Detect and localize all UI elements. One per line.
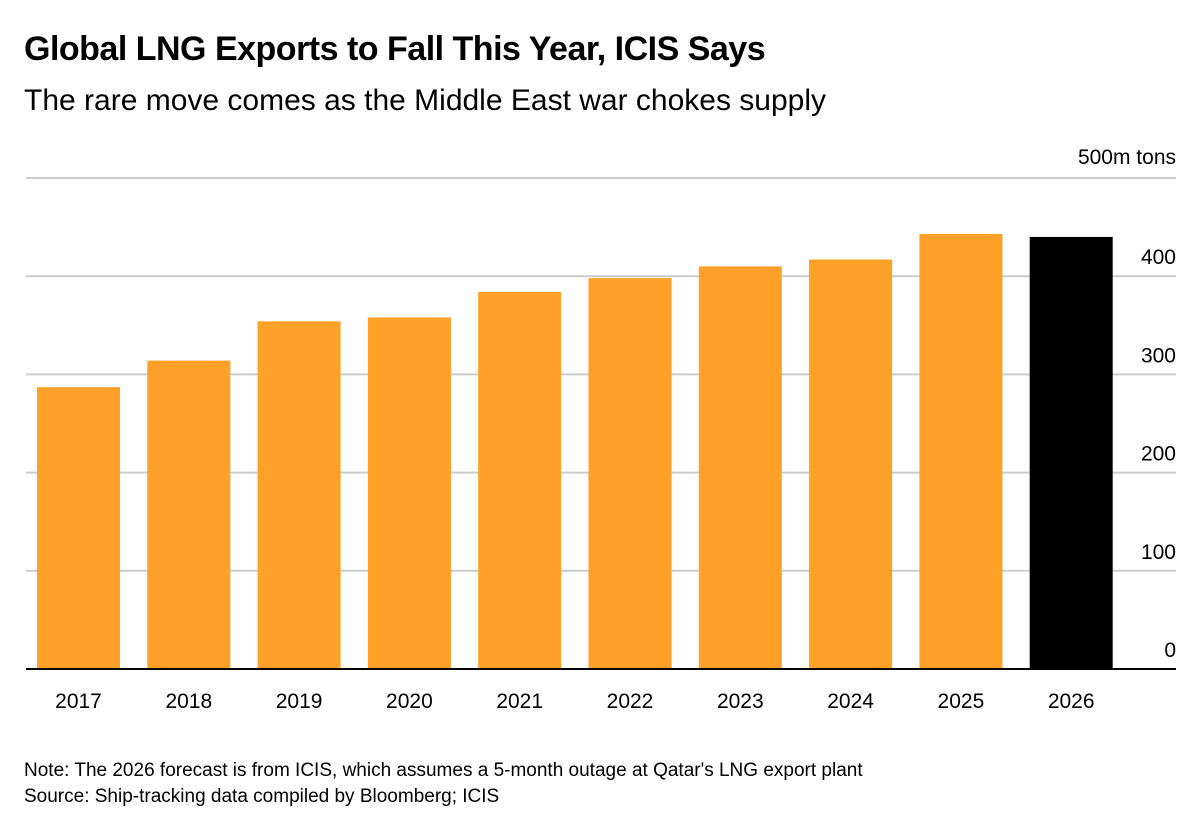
note-text: Note: The 2026 forecast is from ICIS, wh… — [24, 760, 863, 781]
x-axis-ticks: 2017 2018 2019 2020 2021 2022 2023 2024 2025 2026 — [55, 690, 1094, 713]
chart-footnote: Note: The 2026 forecast is from ICIS, wh… — [24, 758, 863, 810]
y-axis-ticks: 0 100 200 300 400 500m tons — [1078, 146, 1176, 662]
x-tick-label: 2025 — [938, 690, 985, 713]
y-tick-label: 0 — [1164, 639, 1176, 662]
x-tick-label: 2021 — [496, 690, 543, 713]
x-tick-label: 2022 — [607, 690, 654, 713]
y-tick-label: 500m tons — [1078, 146, 1176, 169]
x-tick-label: 2023 — [717, 690, 764, 713]
bar-2022 — [588, 278, 672, 669]
chart-title: Global LNG Exports to Fall This Year, IC… — [24, 30, 766, 68]
chart-subtitle: The rare move comes as the Middle East w… — [24, 84, 827, 117]
x-tick-label: 2026 — [1048, 690, 1095, 713]
x-tick-label: 2019 — [276, 690, 323, 713]
bar-2021 — [478, 291, 562, 669]
y-tick-label: 100 — [1141, 541, 1176, 564]
x-tick-label: 2020 — [386, 690, 433, 713]
y-tick-label: 400 — [1141, 246, 1176, 269]
bar-2020 — [367, 317, 451, 669]
bars — [37, 233, 1113, 670]
bar-2019 — [257, 321, 341, 669]
y-tick-label: 300 — [1141, 344, 1176, 367]
bar-2017 — [37, 387, 120, 669]
x-tick-label: 2024 — [827, 690, 874, 713]
bar-2025 — [919, 233, 1003, 669]
x-tick-label: 2018 — [165, 690, 212, 713]
y-tick-label: 200 — [1141, 443, 1176, 466]
x-tick-label: 2017 — [55, 690, 102, 713]
bar-2026 — [1029, 236, 1113, 670]
bar-2023 — [698, 266, 782, 669]
source-text: Source: Ship-tracking data compiled by B… — [24, 786, 500, 807]
bar-2018 — [147, 360, 231, 669]
bar-2024 — [809, 259, 893, 669]
